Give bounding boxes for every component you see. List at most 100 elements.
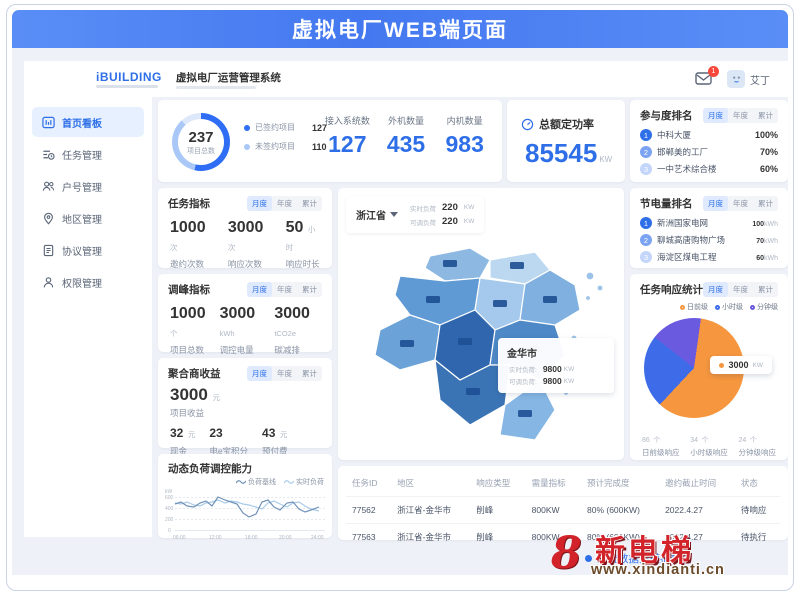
svg-text:600: 600 [165, 495, 174, 501]
task-metrics-card: 任务指标 月度 年度 累计 1000 次邀约次数 3000 次响应次数 50 小… [158, 188, 332, 269]
tab-monthly[interactable]: 月度 [703, 196, 728, 211]
legend-dot-signed [244, 124, 250, 131]
system-subtitle-line [175, 85, 256, 89]
saving-rank-row: 3 海淀区煤电工程 60kWh [640, 251, 778, 263]
map-card: 浙江省 实时负荷 220 KW 可调负荷 220 KW 金华市 实时负荷: 9800 KW … [338, 188, 624, 460]
map-header-overlay: 浙江省 实时负荷 220 KW 可调负荷 220 KW [346, 196, 485, 233]
gauge-icon [521, 118, 534, 130]
sidebar: 首页看板 任务管理 户号管理 地区管理 协议管理 权限管理 [24, 97, 152, 537]
mail-icon [695, 72, 712, 85]
app-logo: iBUILDING [24, 70, 162, 88]
tab-yearly[interactable]: 年度 [733, 111, 748, 120]
legend-dot-unsigned [244, 143, 250, 150]
metric-invites: 1000 次邀约次数 [170, 219, 206, 269]
notification-badge: 1 [708, 66, 719, 77]
tab-monthly[interactable]: 月度 [703, 108, 728, 123]
tab-total[interactable]: 累计 [758, 199, 773, 208]
metric-prepaid: 43 元预付费 [262, 426, 288, 456]
tab-total[interactable]: 累计 [758, 285, 773, 294]
saving-rank-tabs: 月度 年度 累计 [703, 196, 778, 211]
region-selector[interactable]: 浙江省 [356, 207, 398, 222]
rated-power-title: 总额定功率 [539, 119, 594, 131]
zhejiang-map[interactable] [338, 188, 624, 460]
notification-button[interactable]: 1 [695, 66, 719, 87]
system-name-block: 虚拟电厂运营管理系统 [162, 70, 281, 89]
response-stats-tabs: 月度 年度 累计 [703, 282, 778, 297]
sidebar-item-dashboard[interactable]: 首页看板 [32, 107, 144, 137]
metric-points: 23 电e宝积分 [209, 426, 249, 456]
peak-metrics-card: 调峰指标 月度 年度 累计 1000 个项目总数 3000 kWh 调控电量 30… [158, 274, 332, 355]
legend-ring-minute [750, 304, 755, 310]
svg-text:18:00: 18:00 [245, 535, 258, 541]
sidebar-item-regions[interactable]: 地区管理 [32, 203, 144, 233]
legend-ring-hour [715, 304, 720, 310]
stat-hour-level: 34 个小时级响应 [690, 437, 728, 457]
tab-yearly[interactable]: 年度 [733, 199, 748, 208]
sidebar-item-protocols[interactable]: 协议管理 [32, 235, 144, 265]
metric-responses: 3000 次响应次数 [227, 219, 264, 269]
svg-text:06:00: 06:00 [173, 535, 186, 541]
tab-yearly[interactable]: 年度 [277, 369, 292, 378]
projects-donut-chart: 237 项目总数 [172, 113, 230, 171]
person-icon [43, 276, 54, 287]
rated-power-value: 85545 KW [525, 138, 613, 168]
load-chart-card: 动态负荷调控能力 负荷基线 实时负荷 kW 600 400 200 0 06:0… [158, 454, 332, 541]
projects-total: 237 [188, 128, 214, 146]
rated-power-card: 总额定功率 85545 KW [507, 100, 625, 182]
avatar-face-icon [732, 76, 740, 82]
sidebar-item-accounts[interactable]: 户号管理 [32, 171, 144, 201]
tab-yearly[interactable]: 年度 [733, 285, 748, 294]
stat-day-level: 86 个日前级响应 [642, 437, 680, 457]
task-list-icon [43, 150, 55, 160]
city-tooltip: 金华市 实时负荷: 9800 KW 可调负荷: 9800 KW [498, 338, 614, 393]
bullet-dot [585, 555, 592, 562]
tooltip-city: 金华市 [507, 349, 537, 360]
tab-yearly[interactable]: 年度 [277, 199, 292, 208]
stat-minute-level: 24 个分钟级响应 [738, 437, 777, 457]
tab-monthly[interactable]: 月度 [703, 282, 728, 297]
svg-text:kW: kW [165, 489, 173, 495]
tooltip-dot [719, 362, 725, 368]
revenue-main: 3000 元 项目收益 [170, 385, 221, 418]
tab-monthly[interactable]: 月度 [247, 366, 272, 381]
projects-legend: 已签约项目 127 未签约项目 110 [244, 122, 327, 152]
table-header-row: 任务ID 地区 响应类型 需量指标 预计完成度 邀约截止时间 状态 [352, 478, 758, 488]
svg-text:0: 0 [168, 528, 171, 534]
response-stats-card: 任务响应统计 月度 年度 累计 日前级 小时级 分钟级 3000 KW 86 个… [630, 274, 788, 460]
pie-tooltip: 3000 KW [710, 356, 772, 374]
metric-cash: 32 元现金 [170, 426, 196, 456]
svg-text:12:00: 12:00 [209, 535, 222, 541]
tab-total[interactable]: 累计 [302, 369, 317, 378]
sidebar-item-permissions[interactable]: 权限管理 [32, 267, 144, 297]
participation-rank-row: 1 中科大厦 100% [640, 129, 778, 141]
users-icon [42, 181, 55, 191]
chevron-down-icon [390, 212, 398, 217]
dashboard-icon [42, 116, 55, 128]
realtime-wave-icon [284, 480, 294, 484]
participation-rank-card: 参与度排名 月度 年度 累计 1 中科大厦 100% 2 邯郸美的工厂 70% 3 一中艺… [630, 100, 788, 182]
metric-projects: 1000 个项目总数 [170, 305, 206, 355]
table-row[interactable]: 77563 浙江省-金华市 削峰 800KW 80% (600KW) 2022.4.27 待… [346, 523, 780, 550]
participation-rank-row: 2 邯郸美的工厂 70% [640, 146, 778, 158]
revenue-card: 聚合商收益 月度 年度 累计 3000 元 项目收益 32 元现金 23 电e宝… [158, 358, 332, 456]
sidebar-item-tasks[interactable]: 任务管理 [32, 139, 144, 169]
tab-total[interactable]: 累计 [302, 199, 317, 208]
tab-total[interactable]: 累计 [758, 111, 773, 120]
user-menu[interactable]: 艾丁 [727, 70, 770, 88]
participation-tabs: 月度 年度 累计 [703, 108, 778, 123]
top-banner: 虚拟电厂WEB端页面 [12, 10, 788, 48]
table-row[interactable]: 77562 浙江省-金华市 削峰 800KW 80% (600KW) 2022.4.27 待… [346, 496, 780, 524]
baseline-wave-icon [236, 480, 246, 484]
svg-text:24:00: 24:00 [311, 535, 324, 541]
tab-monthly[interactable]: 月度 [247, 196, 272, 211]
tab-total[interactable]: 累计 [302, 285, 317, 294]
tab-monthly[interactable]: 月度 [247, 282, 272, 297]
realtime-load: 实时负荷 220 KW [410, 202, 475, 213]
tab-yearly[interactable]: 年度 [277, 285, 292, 294]
svg-text:20:00: 20:00 [279, 535, 292, 541]
svg-text:400: 400 [165, 506, 174, 512]
page-title: 虚拟电厂WEB端页面 [292, 19, 508, 42]
metric-carbon: 3000 tCO2e 碳减排 [274, 305, 310, 355]
saving-rank-card: 节电量排名 月度 年度 累计 1 新洲国家电网 100kWh 2 聊城高唐购物广场 70… [630, 188, 788, 268]
participation-rank-row: 3 一中艺术综合楼 60% [640, 163, 778, 175]
